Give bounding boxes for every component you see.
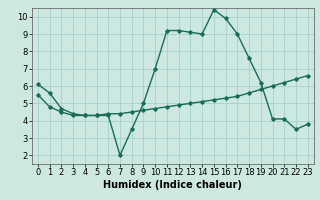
X-axis label: Humidex (Indice chaleur): Humidex (Indice chaleur) <box>103 180 242 190</box>
